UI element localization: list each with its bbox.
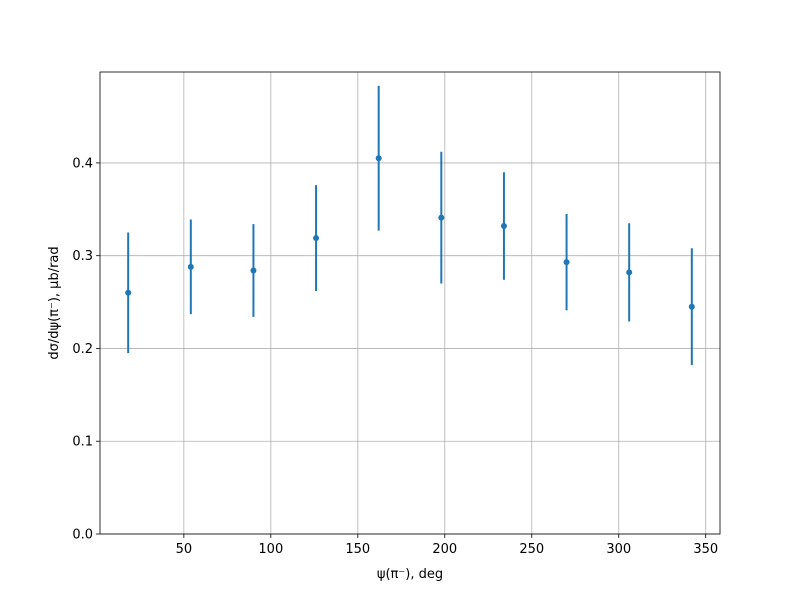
data-point [187, 263, 194, 270]
data-point [563, 259, 570, 266]
y-tick-label: 0.0 [72, 528, 93, 543]
data-point [313, 235, 320, 242]
x-tick-label: 150 [345, 542, 370, 557]
x-tick-label: 350 [693, 542, 718, 557]
y-tick-label: 0.3 [72, 249, 93, 264]
x-tick-label: 50 [176, 542, 193, 557]
data-point [688, 303, 695, 310]
x-tick-label: 100 [258, 542, 283, 557]
data-point [125, 289, 132, 296]
x-tick-label: 200 [432, 542, 457, 557]
x-axis-label: ψ(π⁻), deg [377, 567, 443, 582]
plot-frame [99, 71, 721, 535]
data-point [250, 267, 257, 274]
data-point [438, 214, 445, 221]
y-tick-label: 0.1 [72, 435, 93, 450]
y-axis-label: dσ/dψ(π⁻), μb/rad [47, 246, 62, 359]
data-point [626, 269, 633, 276]
y-tick-label: 0.4 [72, 156, 93, 171]
x-tick-label: 300 [606, 542, 631, 557]
y-tick-label: 0.2 [72, 342, 93, 357]
data-point [500, 223, 507, 229]
data-point [375, 155, 382, 162]
x-tick-label: 250 [519, 542, 544, 557]
